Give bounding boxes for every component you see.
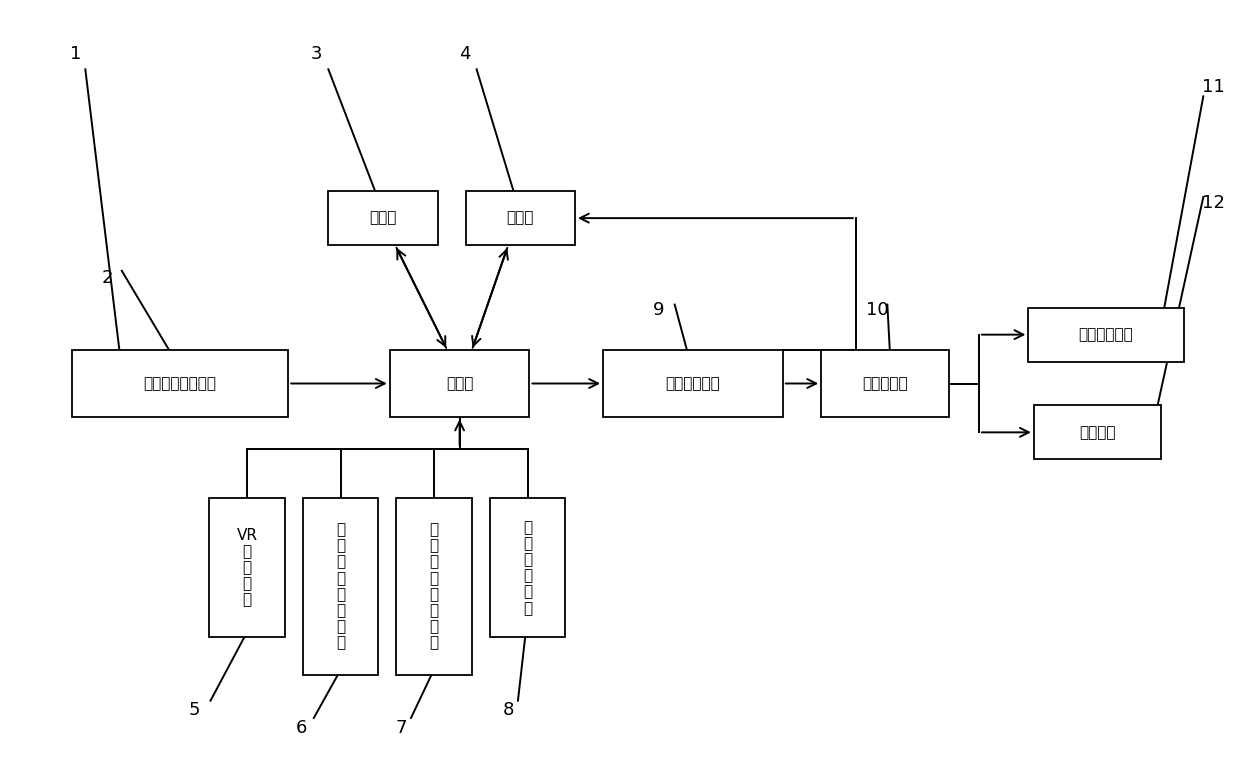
Text: 10: 10 <box>867 301 889 319</box>
Bar <box>210 498 285 637</box>
Bar <box>1034 405 1162 459</box>
Text: 模型库: 模型库 <box>370 211 397 225</box>
Text: 9: 9 <box>653 301 665 319</box>
Text: 数据采集输入模块: 数据采集输入模块 <box>144 376 217 391</box>
Bar <box>466 191 575 245</box>
Bar <box>303 498 378 675</box>
Text: 控制器: 控制器 <box>446 376 474 391</box>
Bar <box>490 498 565 637</box>
Bar <box>72 351 288 416</box>
Bar <box>821 351 949 416</box>
Text: 可视化模块: 可视化模块 <box>862 376 908 391</box>
Text: 12: 12 <box>1202 194 1224 212</box>
Text: 显示模块: 显示模块 <box>1079 425 1116 439</box>
Bar <box>1028 308 1184 362</box>
Text: 林
地
质
量
评
价
模
块: 林 地 质 量 评 价 模 块 <box>336 522 345 650</box>
Bar <box>329 191 438 245</box>
Text: 6: 6 <box>296 719 308 737</box>
Text: 1: 1 <box>69 45 82 63</box>
Text: 4: 4 <box>459 45 470 63</box>
Text: 数据处理模块: 数据处理模块 <box>666 376 720 391</box>
Text: 数据库: 数据库 <box>507 211 534 225</box>
Bar <box>603 351 782 416</box>
Text: 经
营
决
策
模
块: 经 营 决 策 模 块 <box>523 520 532 616</box>
Bar <box>397 498 471 675</box>
Bar <box>389 351 529 416</box>
Text: 报表生成模块: 报表生成模块 <box>1079 328 1133 342</box>
Text: 生
长
收
获
预
测
模
块: 生 长 收 获 预 测 模 块 <box>429 522 439 650</box>
Text: 3: 3 <box>310 45 322 63</box>
Text: 8: 8 <box>502 702 513 719</box>
Text: 5: 5 <box>188 702 201 719</box>
Text: 2: 2 <box>102 269 113 288</box>
Text: 7: 7 <box>396 719 407 737</box>
Text: 11: 11 <box>1202 77 1224 96</box>
Text: VR
模
拟
模
块: VR 模 拟 模 块 <box>237 528 258 607</box>
